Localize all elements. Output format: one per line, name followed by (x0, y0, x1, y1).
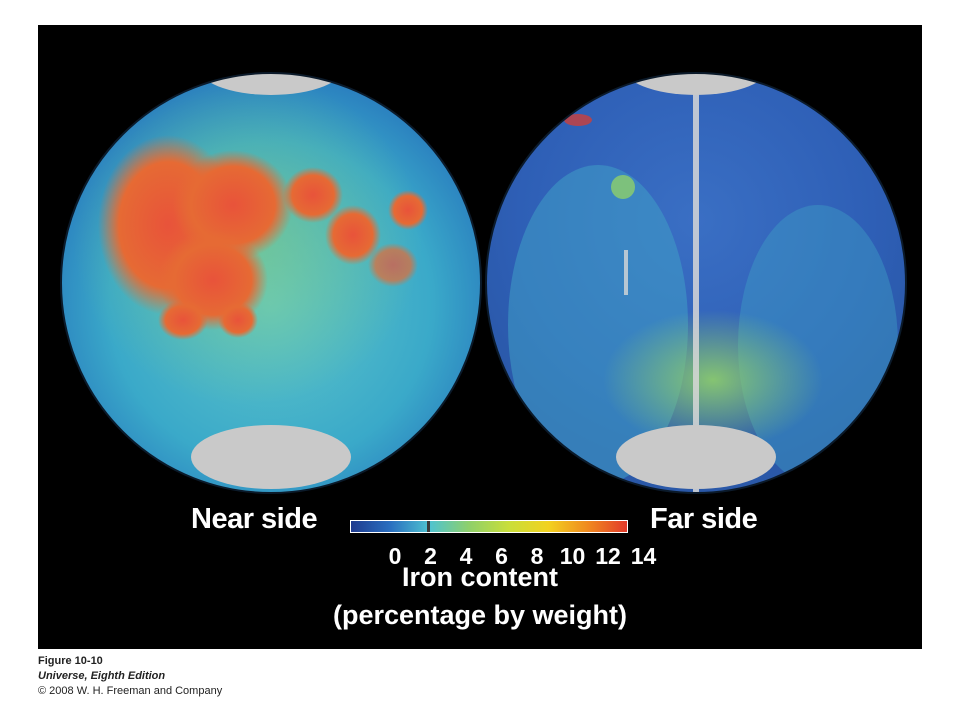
color-scale-ticks: 0 2 4 6 8 10 12 14 (338, 543, 657, 575)
scale-tick-6: 6 (495, 543, 508, 569)
scale-tick-10: 10 (559, 543, 586, 569)
scale-tick-4: 4 (459, 543, 473, 569)
color-scale-marker (427, 521, 430, 532)
near-side-map (61, 73, 481, 493)
figure-credits: Figure 10-10 Universe, Eighth Edition © … (38, 654, 222, 699)
moon-maps (60, 72, 907, 494)
copyright: © 2008 W. H. Freeman and Company (38, 685, 223, 697)
scale-tick-2: 2 (424, 543, 437, 569)
far-side-map (486, 73, 906, 493)
figure-number: Figure 10-10 (38, 655, 103, 667)
book-title: Universe, Eighth Edition (38, 670, 166, 682)
scale-tick-14: 14 (630, 543, 657, 569)
caption-subtitle: (percentage by weight) (332, 600, 628, 630)
scale-tick-12: 12 (595, 543, 621, 569)
iron-color-scale (350, 520, 628, 533)
caption-title: Iron content (402, 562, 558, 592)
scale-tick-8: 8 (530, 543, 544, 569)
far-side-label: Far side (650, 503, 758, 535)
figure-panel: Near side Far side 0 2 4 6 8 10 12 14 Iron cont… (38, 25, 922, 649)
scale-tick-0: 0 (388, 543, 402, 569)
near-side-label: Near side (191, 503, 318, 535)
